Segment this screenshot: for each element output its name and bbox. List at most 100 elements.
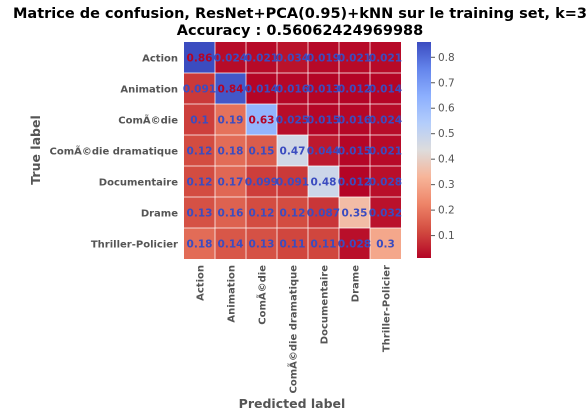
cell-value-label: 0.024	[369, 115, 402, 127]
cell-value-label: 0.024	[214, 53, 247, 65]
heatmap-cell	[246, 197, 277, 228]
heatmap-cell	[215, 42, 246, 73]
x-tick-labels: Action Animation ComÃ©die ComÃ©die dramatiq…	[196, 265, 393, 394]
cell-value-label: 0.18	[218, 146, 244, 158]
heatmap-cell	[184, 135, 215, 166]
cell-value-label: 0.014	[369, 84, 402, 96]
heatmap-cell	[339, 104, 370, 135]
cell-value-label: 0.13	[249, 239, 275, 251]
y-tick-label: ComÃ©die dramatique	[50, 145, 179, 158]
cell-value-label: 0.11	[280, 239, 306, 251]
x-tick-label: Documentaire	[320, 265, 331, 344]
cell-value-label: 0.028	[369, 177, 402, 189]
heatmap-cell	[370, 228, 401, 259]
cell-value-label: 0.12	[187, 177, 213, 189]
heatmap-cell	[184, 197, 215, 228]
cell-value-label: 0.17	[218, 177, 244, 189]
heatmap-cell	[308, 135, 339, 166]
y-tick-label: Action	[142, 54, 178, 65]
y-tick-labels: Action Animation ComÃ©die ComÃ©die dramatiq…	[50, 54, 179, 251]
cell-value-label: 0.015	[307, 115, 340, 127]
cell-value-label: 0.016	[338, 115, 371, 127]
heatmap-gridlines	[184, 42, 401, 259]
heatmap-cell	[339, 228, 370, 259]
heatmap-cell	[277, 73, 308, 104]
heatmap-cell	[215, 104, 246, 135]
heatmap-cell	[339, 197, 370, 228]
cell-value-label: 0.15	[249, 146, 275, 158]
heatmap-cell	[308, 228, 339, 259]
cell-value-label: 0.18	[187, 239, 213, 251]
cell-value-label: 0.016	[276, 84, 309, 96]
cell-value-label: 0.025	[276, 115, 309, 127]
x-tick-label: Animation	[227, 265, 238, 323]
chart-title: Matrice de confusion, ResNet+PCA(0.95)+k…	[13, 6, 586, 22]
cell-value-label: 0.3	[376, 239, 395, 251]
heatmap-cell	[246, 135, 277, 166]
heatmap-cell	[277, 228, 308, 259]
cell-value-label: 0.014	[245, 84, 278, 96]
colorbar-tick-label: 0.7	[438, 77, 455, 89]
cell-value-label: 0.099	[245, 177, 278, 189]
y-axis-label: True label	[28, 115, 43, 184]
heatmap-cell	[215, 197, 246, 228]
heatmap-cell	[339, 135, 370, 166]
heatmap-cell	[308, 166, 339, 197]
cell-value-label: 0.034	[276, 53, 309, 65]
heatmap-cell	[339, 73, 370, 104]
heatmap-cell	[277, 135, 308, 166]
heatmap-cell	[339, 166, 370, 197]
cell-value-label: 0.12	[249, 208, 275, 220]
heatmap-cells	[184, 42, 401, 259]
colorbar-tick-label: 0.6	[438, 103, 455, 115]
cell-value-label: 0.1	[190, 115, 209, 127]
heatmap-cell	[184, 166, 215, 197]
heatmap-cell	[277, 42, 308, 73]
colorbar	[417, 42, 431, 258]
cell-value-label: 0.47	[280, 146, 306, 158]
cell-value-label: 0.013	[307, 84, 340, 96]
cell-value-label: 0.087	[307, 208, 340, 220]
cell-value-label: 0.35	[342, 208, 368, 220]
cell-value-label: 0.032	[369, 208, 402, 220]
heatmap-cell	[308, 197, 339, 228]
cell-value-label: 0.012	[338, 177, 371, 189]
heatmap-cell	[215, 228, 246, 259]
cell-value-label: 0.012	[338, 84, 371, 96]
heatmap-cell	[370, 135, 401, 166]
heatmap-cell	[308, 104, 339, 135]
heatmap-cell	[246, 104, 277, 135]
cell-value-label: 0.63	[249, 115, 275, 127]
colorbar-tick-label: 0.4	[438, 154, 455, 166]
y-tick-label: Drame	[141, 209, 178, 220]
cell-value-label: 0.028	[338, 239, 371, 251]
colorbar-ticks: 0.1 0.2 0.3 0.4 0.5 0.6 0.7 0.8	[431, 52, 455, 242]
cell-value-label: 0.16	[218, 208, 244, 220]
heatmap-cell	[215, 166, 246, 197]
x-tick-label: ComÃ©die dramatique	[287, 265, 300, 394]
cell-value-label: 0.12	[187, 146, 213, 158]
y-tick-label: ComÃ©die	[118, 114, 178, 127]
heatmap-cell	[308, 73, 339, 104]
cell-value-label: 0.86	[187, 53, 213, 65]
heatmap-cell	[370, 166, 401, 197]
heatmap-cell	[277, 104, 308, 135]
heatmap-cell	[184, 42, 215, 73]
colorbar-tick-label: 0.8	[438, 52, 455, 64]
cell-value-label: 0.13	[187, 208, 213, 220]
cell-value-label: 0.021	[338, 53, 371, 65]
colorbar-tick-label: 0.1	[438, 230, 455, 242]
heatmap-cell	[184, 104, 215, 135]
heatmap-cell	[246, 228, 277, 259]
cell-value-label: 0.021	[245, 53, 278, 65]
heatmap-cell	[184, 228, 215, 259]
heatmap-cell	[308, 42, 339, 73]
colorbar-tick-label: 0.5	[438, 128, 455, 140]
heatmap-cell	[215, 73, 246, 104]
cell-value-label: 0.14	[218, 239, 244, 251]
heatmap-cell	[184, 73, 215, 104]
x-tick-label: Action	[196, 265, 207, 301]
heatmap-cell	[370, 197, 401, 228]
